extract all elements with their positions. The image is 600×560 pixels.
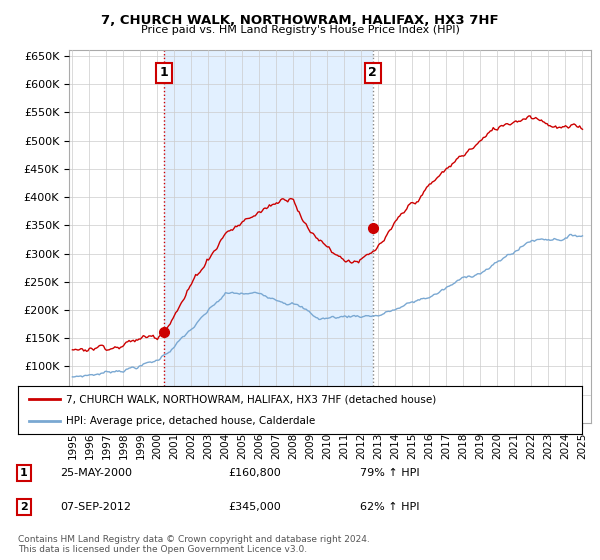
Text: HPI: Average price, detached house, Calderdale: HPI: Average price, detached house, Cald…	[66, 416, 315, 426]
Text: £345,000: £345,000	[228, 502, 281, 512]
Text: Contains HM Land Registry data © Crown copyright and database right 2024.
This d: Contains HM Land Registry data © Crown c…	[18, 535, 370, 554]
Text: £160,800: £160,800	[228, 468, 281, 478]
Text: 25-MAY-2000: 25-MAY-2000	[60, 468, 132, 478]
Text: 1: 1	[160, 67, 169, 80]
Text: 7, CHURCH WALK, NORTHOWRAM, HALIFAX, HX3 7HF: 7, CHURCH WALK, NORTHOWRAM, HALIFAX, HX3…	[101, 14, 499, 27]
Text: Price paid vs. HM Land Registry's House Price Index (HPI): Price paid vs. HM Land Registry's House …	[140, 25, 460, 35]
Text: 79% ↑ HPI: 79% ↑ HPI	[360, 468, 419, 478]
Text: 2: 2	[20, 502, 28, 512]
Text: 07-SEP-2012: 07-SEP-2012	[60, 502, 131, 512]
Bar	[164, 50, 373, 423]
Text: 7, CHURCH WALK, NORTHOWRAM, HALIFAX, HX3 7HF (detached house): 7, CHURCH WALK, NORTHOWRAM, HALIFAX, HX3…	[66, 394, 436, 404]
Text: 62% ↑ HPI: 62% ↑ HPI	[360, 502, 419, 512]
Text: 2: 2	[368, 67, 377, 80]
Text: 1: 1	[20, 468, 28, 478]
